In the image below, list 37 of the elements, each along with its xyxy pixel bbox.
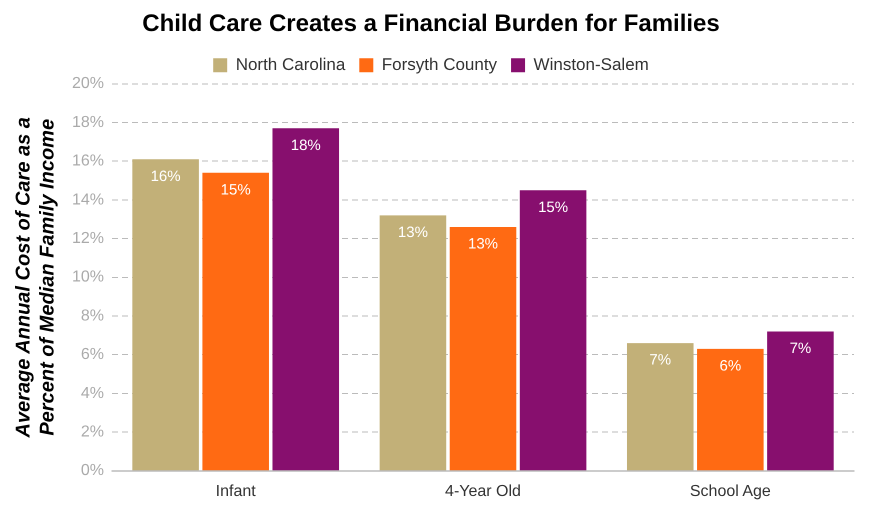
bar [272, 128, 340, 470]
bar [626, 343, 694, 470]
bar [380, 215, 446, 470]
data-label: 6% [719, 358, 742, 375]
data-label: 13% [398, 224, 428, 242]
bar [202, 172, 269, 470]
y-tick-label: 8% [80, 307, 104, 324]
data-label: 7% [790, 340, 812, 358]
y-tick-label: 4% [80, 384, 104, 402]
y-tick-label: 14% [72, 191, 104, 208]
bar [520, 190, 586, 470]
data-label: 18% [290, 136, 321, 154]
legend-label: North Carolina [236, 54, 346, 74]
data-label: 13% [468, 236, 498, 253]
bar [697, 348, 764, 470]
y-tick-label: 2% [80, 424, 104, 441]
x-tick-label: 4-Year Old [445, 482, 521, 500]
data-label: 16% [150, 168, 181, 185]
y-tick-label: 10% [72, 268, 104, 286]
legend-label: Forsyth County [382, 54, 498, 74]
y-tick-label: 12% [72, 230, 104, 248]
x-tick-label: School Age [690, 482, 771, 500]
bar [450, 226, 516, 470]
data-label: 7% [649, 352, 672, 369]
y-tick-label: 18% [72, 114, 104, 131]
y-axis-title: Average Annual Cost of Care as a Percent of Median Family Income [12, 117, 59, 439]
data-label: 15% [538, 198, 568, 216]
y-tick-label: 6% [80, 346, 104, 364]
y-tick-label: 20% [72, 75, 104, 92]
bar [132, 159, 199, 470]
bar [767, 331, 834, 470]
data-label: 15% [220, 181, 251, 198]
x-tick-label: Infant [216, 482, 256, 500]
chart-title: Child Care Creates a Financial Burden for Families [142, 10, 720, 38]
legend-label: Winston-Salem [534, 54, 649, 74]
y-tick-label: 0% [80, 462, 104, 480]
y-tick-label: 16% [72, 152, 104, 170]
